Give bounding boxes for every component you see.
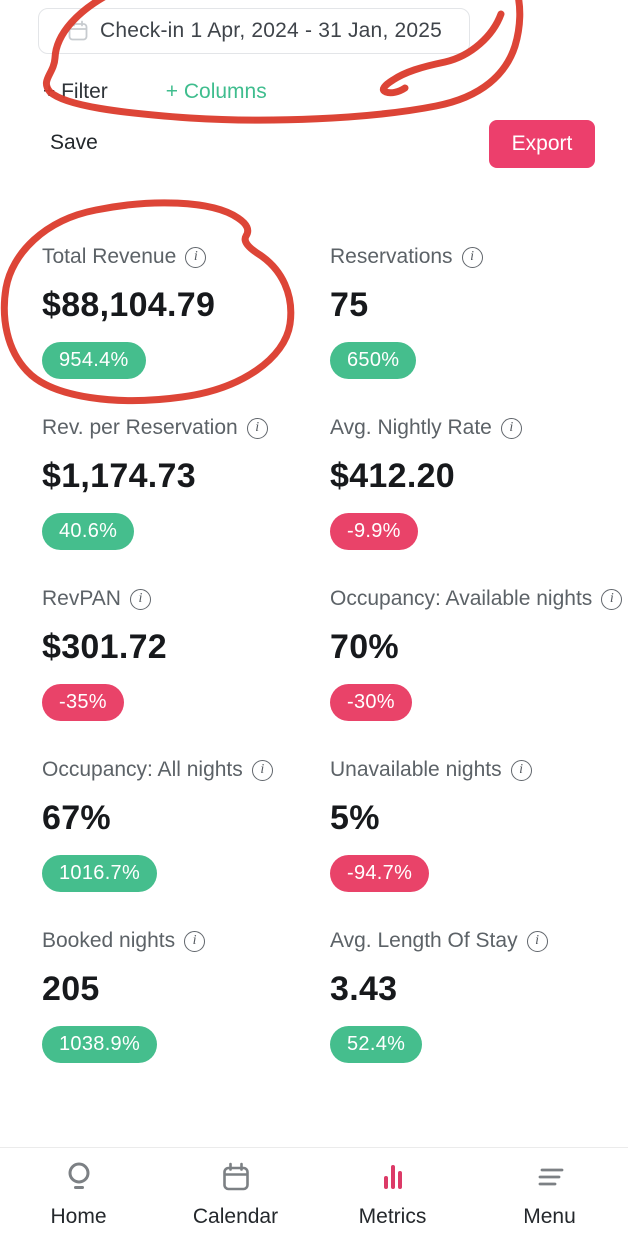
nav-item-menu[interactable]: Menu bbox=[471, 1148, 628, 1250]
nav-item-home[interactable]: Home bbox=[0, 1148, 157, 1250]
info-icon[interactable]: i bbox=[185, 246, 207, 268]
metric-label: Total Revenue bbox=[42, 245, 177, 268]
metric-value: $88,104.79 bbox=[42, 286, 216, 324]
metric-card-avg-length-of-stay: Avg. Length Of Stay i 3.43 52.4% bbox=[330, 929, 622, 1100]
bar-chart-icon bbox=[376, 1158, 410, 1196]
metric-change-badge: 650% bbox=[330, 342, 417, 379]
metric-card-reservations: Reservations i 75 650% bbox=[330, 245, 622, 416]
metric-card-occupancy-available: Occupancy: Available nights i 70% -30% bbox=[330, 587, 623, 758]
nav-label: Menu bbox=[523, 1205, 576, 1228]
metric-value: 67% bbox=[42, 799, 111, 837]
info-icon[interactable]: i bbox=[184, 930, 206, 952]
metric-label: Occupancy: Available nights bbox=[330, 587, 593, 610]
metric-value: 3.43 bbox=[330, 970, 398, 1008]
date-range-label: Check-in 1 Apr, 2024 - 31 Jan, 2025 bbox=[99, 19, 443, 42]
metric-value: 70% bbox=[330, 628, 399, 666]
metric-card-revpan: RevPAN i $301.72 -35% bbox=[42, 587, 330, 758]
export-button[interactable]: Export bbox=[489, 120, 595, 168]
metric-card-total-revenue: Total Revenue i $88,104.79 954.4% bbox=[42, 245, 330, 416]
info-icon[interactable]: i bbox=[251, 759, 273, 781]
metric-change-badge: 1038.9% bbox=[42, 1026, 158, 1063]
date-range-field[interactable]: Check-in 1 Apr, 2024 - 31 Jan, 2025 bbox=[38, 8, 470, 54]
metric-label: RevPAN bbox=[42, 587, 121, 610]
filter-button[interactable]: + Filter bbox=[43, 80, 108, 103]
info-icon[interactable]: i bbox=[500, 417, 522, 439]
metric-value: $412.20 bbox=[330, 457, 456, 495]
metric-change-badge: 1016.7% bbox=[42, 855, 158, 892]
metric-label: Occupancy: All nights bbox=[42, 758, 243, 781]
metric-change-badge: -30% bbox=[330, 684, 412, 721]
bottom-nav: Home Calendar Metrics bbox=[0, 1147, 628, 1250]
metric-label: Avg. Nightly Rate bbox=[330, 416, 492, 439]
info-icon[interactable]: i bbox=[526, 930, 548, 952]
metric-value: $1,174.73 bbox=[42, 457, 196, 495]
metric-change-badge: 40.6% bbox=[42, 513, 135, 550]
nav-label: Home bbox=[50, 1205, 107, 1228]
metric-value: 75 bbox=[330, 286, 369, 324]
info-icon[interactable]: i bbox=[601, 588, 623, 610]
save-button[interactable]: Save bbox=[50, 131, 98, 154]
nav-label: Metrics bbox=[358, 1205, 427, 1228]
info-icon[interactable]: i bbox=[129, 588, 151, 610]
metric-change-badge: 954.4% bbox=[42, 342, 146, 379]
metric-value: 205 bbox=[42, 970, 100, 1008]
metric-card-rev-per-reservation: Rev. per Reservation i $1,174.73 40.6% bbox=[42, 416, 330, 587]
metric-label: Unavailable nights bbox=[330, 758, 502, 781]
metric-value: 5% bbox=[330, 799, 380, 837]
metric-label: Rev. per Reservation bbox=[42, 416, 238, 439]
info-icon[interactable]: i bbox=[510, 759, 532, 781]
metric-change-badge: -9.9% bbox=[330, 513, 418, 550]
metric-card-occupancy-all: Occupancy: All nights i 67% 1016.7% bbox=[42, 758, 330, 929]
metric-change-badge: -35% bbox=[42, 684, 124, 721]
menu-icon bbox=[533, 1158, 567, 1196]
metric-change-badge: -94.7% bbox=[330, 855, 430, 892]
home-balloon-icon bbox=[62, 1158, 96, 1196]
calendar-icon bbox=[68, 20, 88, 41]
nav-label: Calendar bbox=[192, 1205, 279, 1228]
metric-card-booked-nights: Booked nights i 205 1038.9% bbox=[42, 929, 330, 1100]
calendar-icon bbox=[219, 1158, 253, 1196]
metric-label: Reservations bbox=[330, 245, 453, 268]
metric-card-avg-nightly-rate: Avg. Nightly Rate i $412.20 -9.9% bbox=[330, 416, 622, 587]
metric-change-badge: 52.4% bbox=[330, 1026, 423, 1063]
metrics-grid: Total Revenue i $88,104.79 954.4% Reserva… bbox=[42, 245, 623, 1100]
nav-item-metrics[interactable]: Metrics bbox=[314, 1148, 471, 1250]
metric-label: Booked nights bbox=[42, 929, 176, 952]
filter-toolbar: + Filter + Columns bbox=[43, 80, 267, 104]
metric-value: $301.72 bbox=[42, 628, 168, 666]
nav-item-calendar[interactable]: Calendar bbox=[157, 1148, 314, 1250]
info-icon[interactable]: i bbox=[461, 246, 483, 268]
columns-button[interactable]: + Columns bbox=[165, 80, 267, 103]
metric-card-unavailable-nights: Unavailable nights i 5% -94.7% bbox=[330, 758, 622, 929]
metric-label: Avg. Length Of Stay bbox=[330, 929, 518, 952]
info-icon[interactable]: i bbox=[246, 417, 268, 439]
